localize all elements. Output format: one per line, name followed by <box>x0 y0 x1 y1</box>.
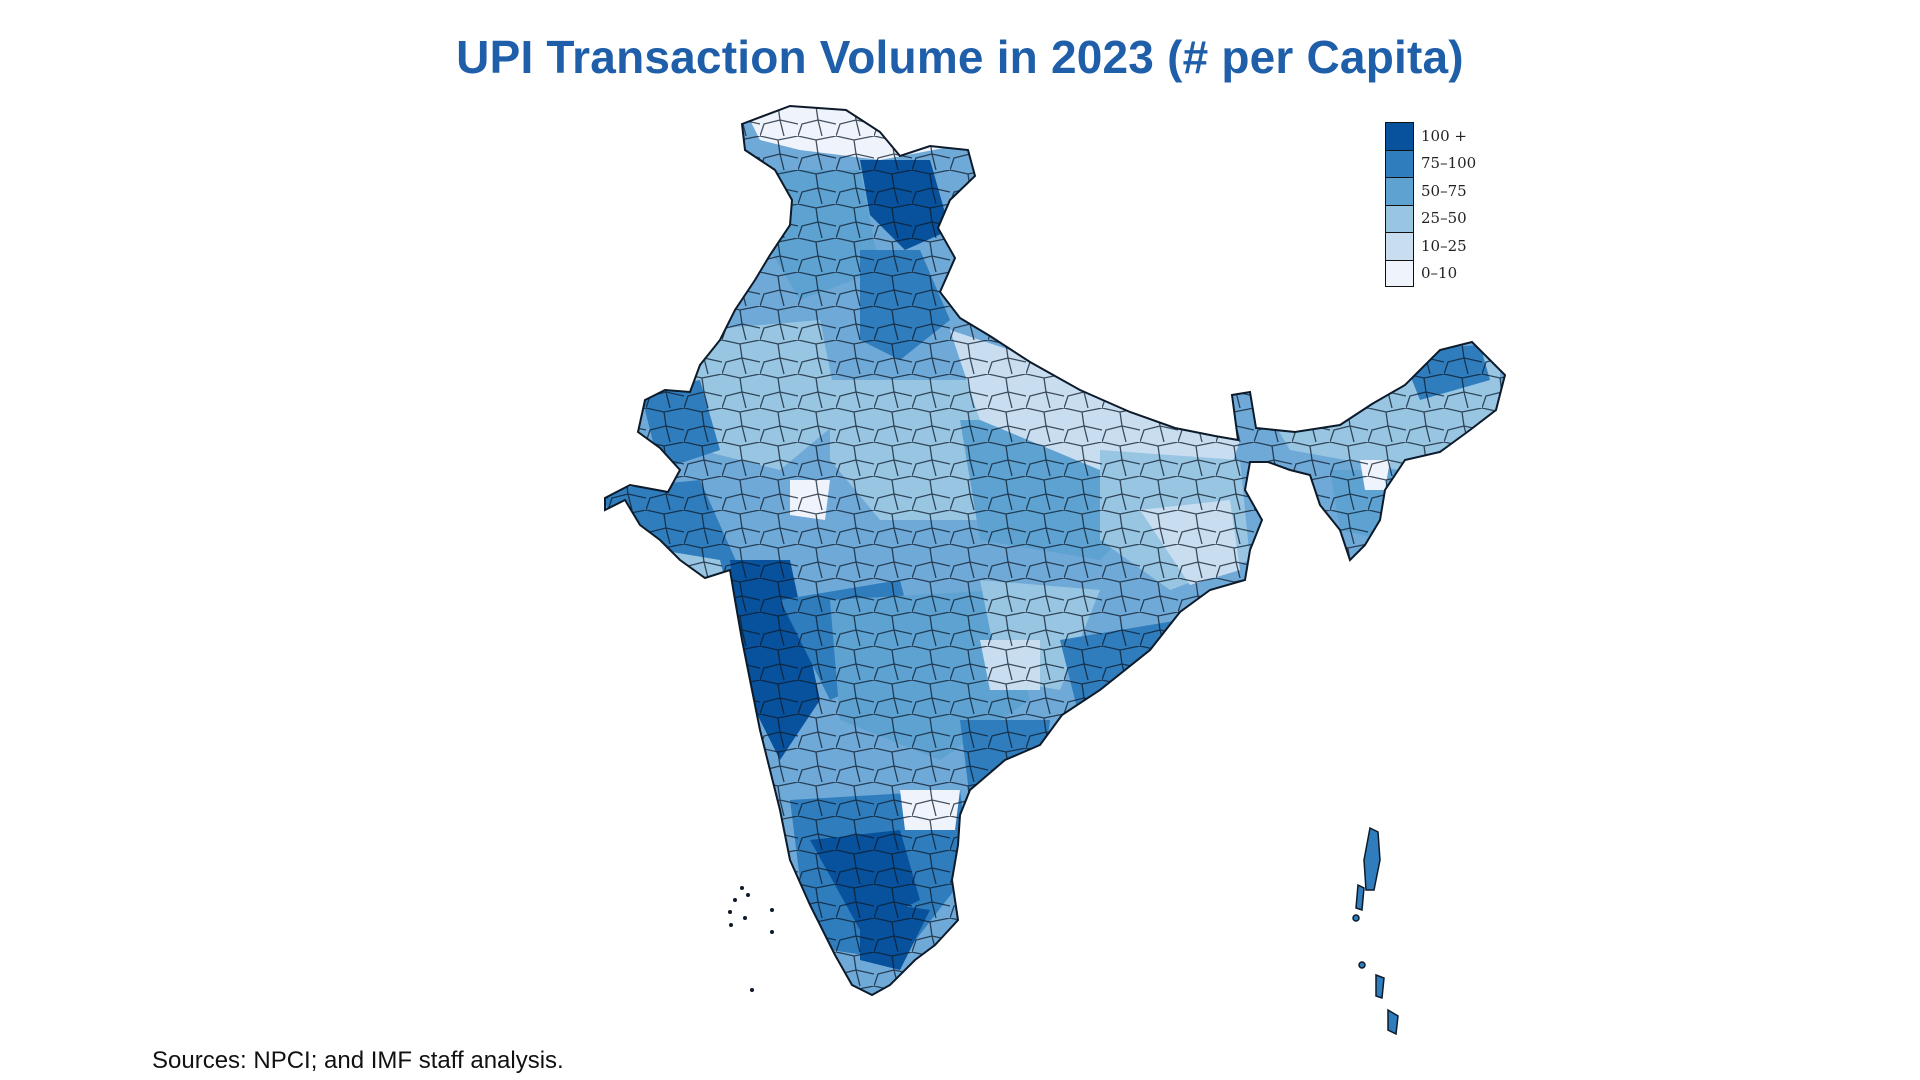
chart-title: UPI Transaction Volume in 2023 (# per Ca… <box>456 31 1464 83</box>
legend-swatch <box>1385 177 1414 205</box>
legend-item: 100 + <box>1385 122 1525 150</box>
legend-label: 100 + <box>1421 126 1467 145</box>
source-note: Sources: NPCI; and IMF staff analysis. <box>152 1047 564 1074</box>
legend-item: 0–10 <box>1385 259 1525 287</box>
legend-item: 25–50 <box>1385 204 1525 232</box>
andaman-nicobar-islands <box>1352 826 1399 1036</box>
legend-item: 10–25 <box>1385 232 1525 260</box>
legend-swatch <box>1385 122 1414 150</box>
legend-swatch <box>1385 204 1414 232</box>
legend-label: 75–100 <box>1421 154 1477 173</box>
map-legend: 100 + 75–100 50–75 25–50 10–25 0–10 <box>1385 122 1525 287</box>
legend-label: 50–75 <box>1421 181 1467 200</box>
legend-swatch <box>1385 259 1414 287</box>
legend-swatch <box>1385 149 1414 177</box>
legend-label: 0–10 <box>1421 264 1458 283</box>
legend-label: 25–50 <box>1421 209 1467 228</box>
lakshadweep-islands <box>728 886 774 992</box>
district-boundaries <box>605 106 1505 995</box>
legend-swatch <box>1385 232 1414 260</box>
legend-label: 10–25 <box>1421 236 1467 255</box>
legend-item: 50–75 <box>1385 177 1525 205</box>
legend-item: 75–100 <box>1385 149 1525 177</box>
